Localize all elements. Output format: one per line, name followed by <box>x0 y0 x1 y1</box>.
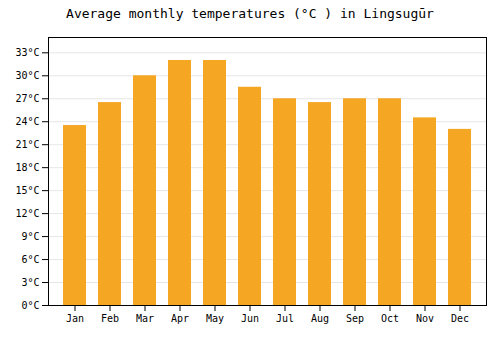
svg-text:33°C: 33°C <box>15 47 39 58</box>
svg-text:6°C: 6°C <box>21 254 39 265</box>
svg-text:Jul: Jul <box>276 313 294 324</box>
svg-text:9°C: 9°C <box>21 231 39 242</box>
svg-text:May: May <box>206 313 224 324</box>
svg-text:24°C: 24°C <box>15 116 39 127</box>
svg-text:Feb: Feb <box>101 313 119 324</box>
svg-text:Nov: Nov <box>416 313 434 324</box>
svg-text:0°C: 0°C <box>21 300 39 311</box>
svg-text:Apr: Apr <box>171 313 189 324</box>
svg-text:Sep: Sep <box>346 313 364 324</box>
svg-text:Aug: Aug <box>311 313 329 324</box>
svg-text:3°C: 3°C <box>21 277 39 288</box>
svg-text:18°C: 18°C <box>15 162 39 173</box>
svg-text:30°C: 30°C <box>15 70 39 81</box>
svg-text:Jun: Jun <box>241 313 259 324</box>
svg-text:Jan: Jan <box>66 313 84 324</box>
svg-text:Mar: Mar <box>136 313 154 324</box>
svg-text:15°C: 15°C <box>15 185 39 196</box>
svg-text:12°C: 12°C <box>15 208 39 219</box>
html-text:Average monthly temperatures (: Average monthly temperatures (°C ) in Li… <box>66 6 434 21</box>
svg-text:Oct: Oct <box>381 313 399 324</box>
svg-text:21°C: 21°C <box>15 139 39 150</box>
svg-text:27°C: 27°C <box>15 93 39 104</box>
svg-text:Dec: Dec <box>451 313 469 324</box>
